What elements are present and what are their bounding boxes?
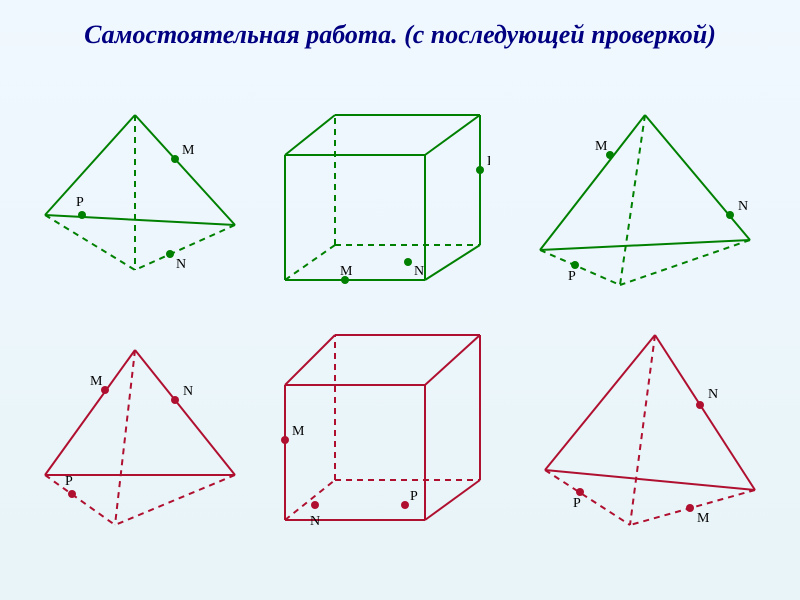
- point-P: [401, 501, 409, 509]
- cube-green: P M N: [280, 110, 490, 290]
- point-P: [476, 166, 484, 174]
- point-N: [311, 501, 319, 509]
- edge: [540, 240, 750, 250]
- point-label-P: P: [568, 269, 576, 284]
- edge: [45, 215, 135, 270]
- point-P: [78, 211, 86, 219]
- edge: [620, 115, 645, 285]
- edge: [425, 335, 480, 385]
- edge: [285, 245, 335, 280]
- point-label-M: M: [292, 424, 305, 439]
- edge: [425, 115, 480, 155]
- point-label-P: P: [65, 474, 73, 489]
- edge: [45, 215, 235, 225]
- edge: [45, 350, 135, 475]
- point-label-P: P: [573, 496, 581, 511]
- point-M: [686, 504, 694, 512]
- point-label-N: N: [738, 199, 748, 214]
- edge: [45, 115, 135, 215]
- point-label-M: M: [182, 143, 195, 158]
- edge: [540, 115, 645, 250]
- point-label-M: M: [340, 264, 353, 279]
- point-N: [726, 211, 734, 219]
- point-N: [171, 396, 179, 404]
- point-label-P: P: [76, 195, 84, 210]
- point-N: [404, 258, 412, 266]
- point-label-M: M: [90, 374, 103, 389]
- point-M: [171, 155, 179, 163]
- point-P: [576, 488, 584, 496]
- tetra-red-1: M N P: [40, 345, 240, 530]
- edge: [545, 470, 755, 490]
- point-label-N: N: [708, 387, 718, 402]
- edge: [545, 335, 655, 470]
- edge: [135, 350, 235, 475]
- point-label-N: N: [176, 257, 186, 272]
- tetra-green-1: M P N: [40, 110, 240, 280]
- point-P: [571, 261, 579, 269]
- edge: [135, 115, 235, 225]
- tetra-green-2: M N P: [535, 110, 755, 290]
- tetra-red-2: N P M: [540, 330, 760, 530]
- edge: [425, 245, 480, 280]
- edge: [630, 335, 655, 525]
- edge: [645, 115, 750, 240]
- edge: [115, 350, 135, 525]
- edge: [285, 335, 335, 385]
- point-label-M: M: [595, 139, 608, 154]
- edge: [115, 475, 235, 525]
- point-P: [68, 490, 76, 498]
- point-M: [281, 436, 289, 444]
- point-label-N: N: [414, 264, 424, 279]
- point-label-P: P: [487, 154, 490, 169]
- edge: [545, 470, 630, 525]
- edge: [285, 115, 335, 155]
- point-label-P: P: [410, 489, 418, 504]
- point-label-N: N: [183, 384, 193, 399]
- edge: [540, 250, 620, 285]
- point-label-N: N: [310, 514, 320, 529]
- edge: [655, 335, 755, 490]
- point-N: [696, 401, 704, 409]
- point-label-M: M: [697, 511, 710, 526]
- edge: [425, 480, 480, 520]
- page-title: Самостоятельная работа. (с последующей п…: [0, 0, 800, 50]
- edge: [45, 475, 115, 525]
- cube-red: M N P: [280, 330, 490, 530]
- edge: [620, 240, 750, 285]
- point-N: [166, 250, 174, 258]
